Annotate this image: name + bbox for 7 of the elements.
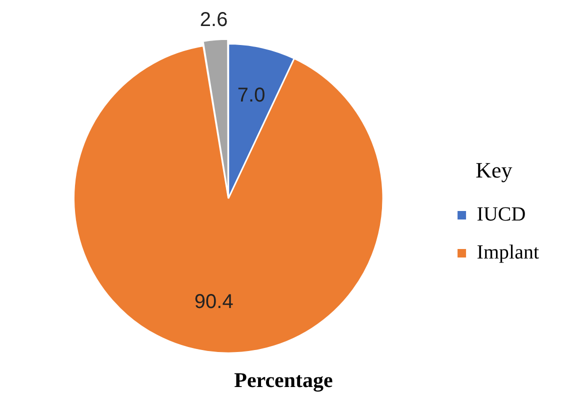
- data-label: 90.4: [194, 291, 234, 314]
- data-label: 7.0: [237, 84, 266, 106]
- legend-title: Key: [476, 158, 512, 183]
- data-label: 2.6: [200, 8, 228, 31]
- legend-label: Implant: [476, 241, 540, 264]
- text: Percentage: [234, 368, 333, 392]
- legend-label: IUCD: [476, 203, 526, 226]
